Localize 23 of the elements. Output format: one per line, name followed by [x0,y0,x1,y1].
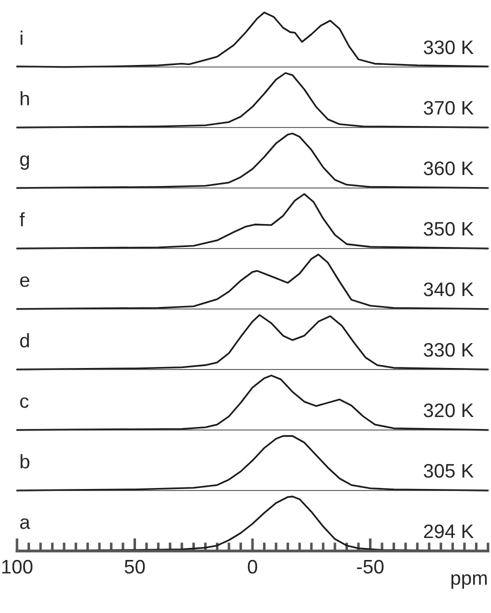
annotation: 340 K [424,282,474,296]
x-tick-label: 50 [124,560,145,574]
annotation: b [20,454,30,468]
annotation: 330 K [424,40,474,54]
annotation: 370 K [424,100,474,115]
x-tick-label: -50 [357,560,384,574]
x-tick-label: 0 [248,560,258,574]
annotation: 305 K [424,464,474,478]
annotation: a [20,518,30,529]
annotation: g [20,155,29,170]
annotation: f [20,212,25,226]
annotation: 360 K [424,161,474,176]
annotation: 330 K [424,342,474,357]
x-axis-title: ppm [451,574,487,589]
annotation: 320 K [424,403,474,418]
annotation: 294 K [424,524,474,538]
annotation: c [20,397,29,408]
x-tick-label: 100 [2,560,32,574]
annotation: e [20,276,30,287]
annotation: i [20,30,22,45]
annotation: 350 K [424,222,474,236]
annotation: h [20,91,29,106]
annotation: d [20,333,29,348]
